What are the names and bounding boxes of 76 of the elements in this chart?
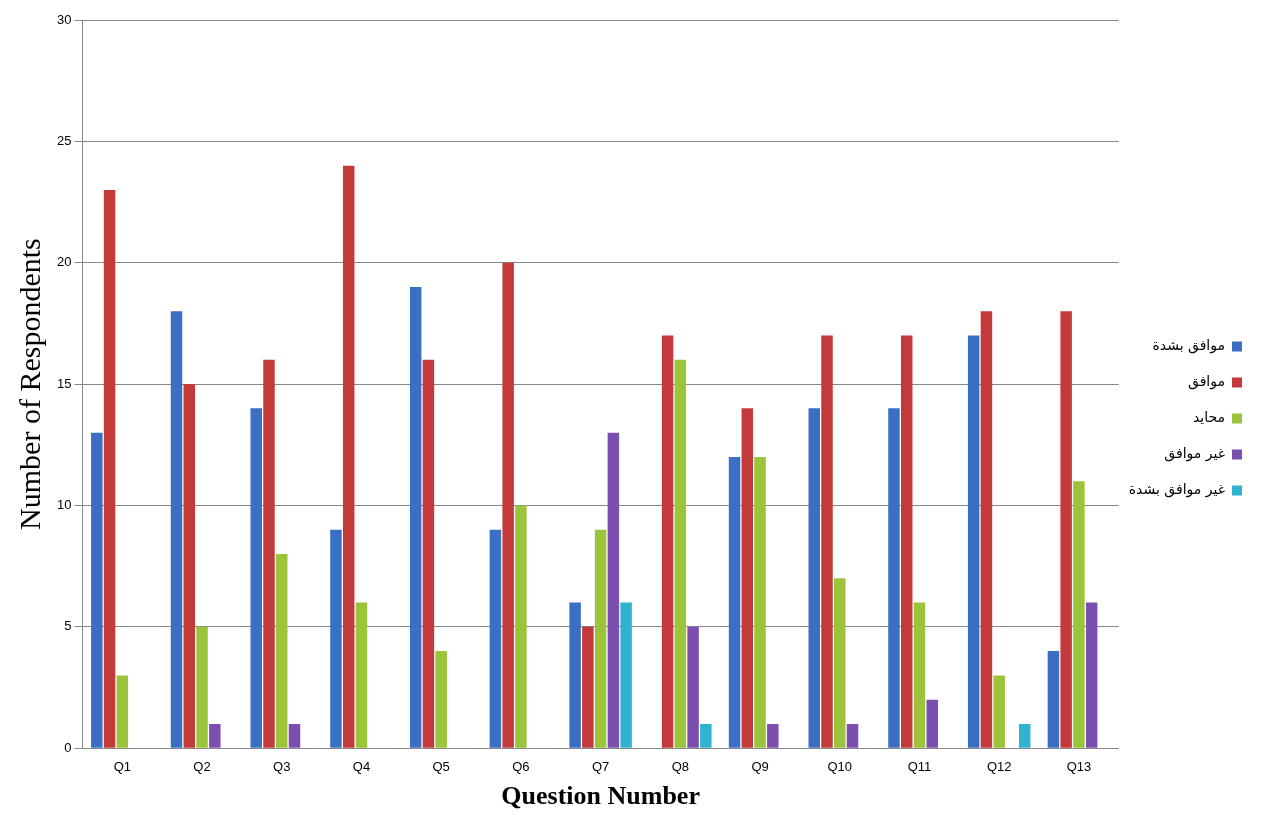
- x-tick-label: Q5: [432, 758, 450, 774]
- legend-label: غير موافق: [1164, 445, 1225, 463]
- bar: [409, 287, 422, 748]
- y-tick-label: 20: [56, 254, 72, 270]
- x-tick-label: Q7: [591, 758, 610, 774]
- bar: [582, 626, 594, 748]
- bar: [808, 408, 820, 748]
- bar: [250, 408, 262, 748]
- bar: [900, 335, 913, 748]
- y-tick-label: 15: [56, 375, 72, 391]
- bar: [170, 311, 183, 748]
- bar: [967, 335, 980, 748]
- bar: [846, 723, 859, 748]
- bar: [422, 359, 435, 748]
- bar: [1047, 651, 1060, 748]
- bar: [1073, 481, 1085, 748]
- bar: [741, 408, 754, 748]
- legend-label: محايد: [1192, 409, 1225, 426]
- x-tick-label: Q9: [751, 758, 769, 774]
- bar: [993, 675, 1005, 748]
- bar: [263, 359, 275, 748]
- bar: [980, 311, 993, 748]
- bar: [821, 335, 833, 748]
- bar: [674, 359, 687, 748]
- bar: [728, 456, 741, 748]
- bar: [276, 554, 288, 748]
- bar: [687, 626, 699, 748]
- bar: [515, 505, 527, 748]
- bar: [754, 456, 766, 748]
- y-axis-title: Number of Respondents: [12, 238, 46, 530]
- bar: [116, 675, 129, 748]
- bar: [183, 384, 196, 748]
- x-tick-label: Q4: [352, 758, 371, 774]
- bar: [489, 529, 502, 748]
- bar: [91, 432, 103, 748]
- bar: [355, 602, 368, 748]
- y-tick-label: 10: [56, 497, 72, 513]
- x-tick-label: Q12: [986, 758, 1012, 774]
- bar: [888, 408, 900, 748]
- y-tick-label: 25: [56, 132, 72, 148]
- x-tick-label: Q1: [113, 758, 131, 774]
- y-tick-label: 5: [64, 618, 72, 634]
- legend-label: غير موافق بشدة: [1128, 481, 1225, 499]
- x-tick-label: Q3: [273, 758, 291, 774]
- y-tick-label: 30: [56, 11, 72, 27]
- legend-label: موافق بشدة: [1152, 337, 1225, 355]
- bar: [1060, 311, 1072, 748]
- bar: [661, 335, 674, 748]
- x-tick-label: Q8: [671, 758, 689, 774]
- x-axis-title: Question Number: [501, 781, 700, 811]
- bar: [620, 602, 632, 748]
- bar: [330, 529, 342, 748]
- bar: [502, 262, 514, 748]
- bar: [569, 602, 581, 748]
- bar: [834, 578, 846, 748]
- bar: [700, 723, 712, 748]
- bar: [342, 165, 355, 748]
- bar: [607, 432, 620, 748]
- bar: [435, 651, 447, 748]
- x-tick-label: Q6: [512, 758, 530, 774]
- bar: [103, 189, 116, 748]
- bar: [926, 699, 938, 748]
- bar: [1018, 723, 1031, 748]
- bar: [767, 723, 779, 748]
- x-tick-label: Q10: [827, 758, 853, 774]
- bar: [913, 602, 926, 748]
- bar: [594, 529, 607, 748]
- bar: [209, 723, 221, 748]
- bar: [196, 626, 208, 748]
- bar: [288, 723, 301, 748]
- x-tick-label: Q11: [907, 758, 932, 774]
- x-tick-label: Q13: [1066, 758, 1092, 774]
- legend-label: موافق: [1188, 373, 1225, 391]
- bar: [1085, 602, 1098, 748]
- x-tick-label: Q2: [193, 758, 211, 774]
- y-tick-label: 0: [64, 739, 72, 755]
